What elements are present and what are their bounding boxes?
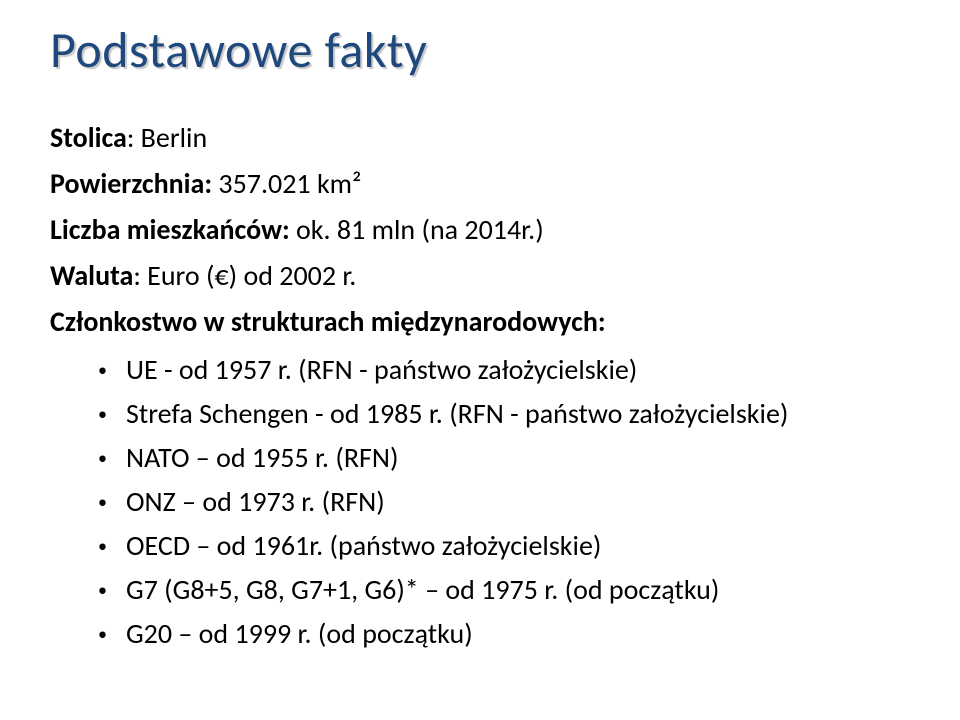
value: 357.021 km² <box>212 166 361 201</box>
bullet-onz: ONZ – od 1973 r. (RFN) <box>98 481 910 523</box>
bullet-nato: NATO – od 1955 r. (RFN) <box>98 437 910 479</box>
label: Powierzchnia: <box>50 166 212 201</box>
line-area: Powierzchnia: 357.021 km² <box>50 163 910 205</box>
label: Stolica <box>50 120 127 155</box>
line-currency: Waluta: Euro (€) od 2002 r. <box>50 255 910 297</box>
value: : Euro (€) od 2002 r. <box>133 258 356 293</box>
bullet-schengen: Strefa Schengen - od 1985 r. (RFN - pańs… <box>98 393 910 435</box>
line-population: Liczba mieszkańców: ok. 81 mln (na 2014r… <box>50 209 910 251</box>
value: : Berlin <box>127 120 207 155</box>
bullet-g7: G7 (G8+5, G8, G7+1, G6)* – od 1975 r. (o… <box>98 569 910 611</box>
bullet-list: UE - od 1957 r. (RFN - państwo założycie… <box>50 349 910 655</box>
slide-title: Podstawowe fakty <box>50 20 910 81</box>
bullet-g20: G20 – od 1999 r. (od początku) <box>98 613 910 655</box>
slide: Podstawowe fakty Stolica: Berlin Powierz… <box>0 0 960 720</box>
line-membership: Członkostwo w strukturach międzynarodowy… <box>50 301 910 343</box>
label: Waluta <box>50 258 133 293</box>
bullet-eu: UE - od 1957 r. (RFN - państwo założycie… <box>98 349 910 391</box>
label: Członkostwo w strukturach międzynarodowy… <box>50 304 606 339</box>
body-lines: Stolica: Berlin Powierzchnia: 357.021 km… <box>50 117 910 343</box>
label: Liczba mieszkańców: <box>50 212 290 247</box>
value: ok. 81 mln (na 2014r.) <box>290 212 544 247</box>
bullet-oecd: OECD – od 1961r. (państwo założycielskie… <box>98 525 910 567</box>
line-capital: Stolica: Berlin <box>50 117 910 159</box>
